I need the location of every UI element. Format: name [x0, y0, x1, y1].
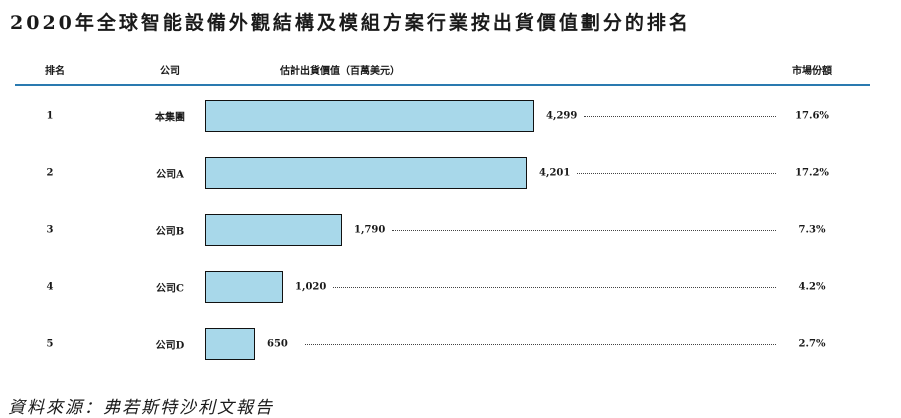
bar: [205, 100, 534, 132]
share-column-header: 市場份額: [792, 66, 832, 77]
chart-title: 2020年全球智能設備外觀結構及模組方案行業按出貨價值劃分的排名: [10, 12, 691, 34]
header-divider: [15, 84, 870, 86]
leader-line: [333, 287, 776, 288]
share-label: 7.3%: [798, 224, 826, 236]
rank-label: 4: [46, 281, 54, 293]
company-label: 公司A: [156, 169, 184, 181]
leader-line: [392, 230, 776, 231]
bar: [205, 157, 527, 189]
share-label: 4.2%: [798, 281, 826, 293]
company-label: 本集團: [155, 112, 185, 124]
rank-label: 1: [46, 110, 54, 122]
rank-label: 2: [46, 167, 54, 179]
company-column-header: 公司: [160, 66, 180, 77]
rank-column-header: 排名: [45, 66, 65, 77]
value-label: 4,299: [546, 110, 578, 122]
share-label: 17.6%: [795, 110, 829, 122]
leader-line: [577, 173, 776, 174]
source-note: 資料來源：弗若斯特沙利文報告: [8, 398, 274, 418]
value-label: 1,020: [295, 281, 327, 293]
company-label: 公司C: [156, 283, 184, 295]
value-label: 650: [267, 338, 288, 350]
value-column-header: 估計出貨價值（百萬美元）: [280, 66, 400, 77]
share-label: 2.7%: [798, 338, 826, 350]
value-label: 4,201: [539, 167, 571, 179]
leader-line: [305, 344, 776, 345]
bar: [205, 271, 283, 303]
leader-line: [584, 116, 776, 117]
company-label: 公司B: [155, 226, 185, 238]
value-label: 1,790: [354, 224, 386, 236]
company-label: 公司D: [155, 340, 185, 352]
rank-label: 3: [46, 224, 54, 236]
rank-label: 5: [46, 338, 54, 350]
bar: [205, 214, 342, 246]
share-label: 17.2%: [795, 167, 829, 179]
bar: [205, 328, 255, 360]
